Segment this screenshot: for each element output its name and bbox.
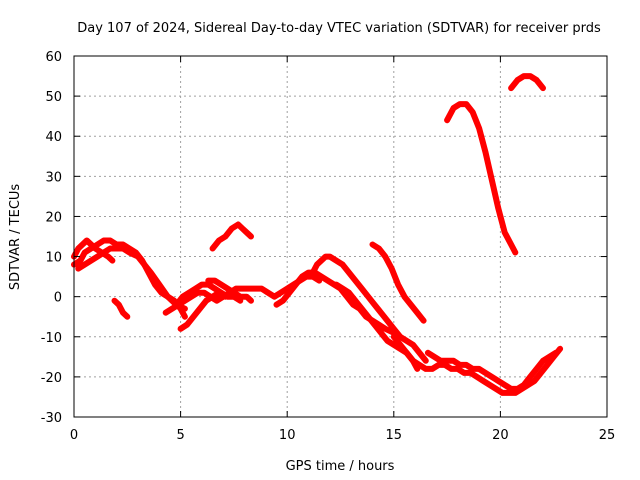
series-arc-3 xyxy=(75,245,188,312)
y-tick-label: 10 xyxy=(45,251,62,266)
y-tick-label: -30 xyxy=(41,411,62,426)
series-arc-11 xyxy=(309,253,429,364)
x-tick-label: 15 xyxy=(386,428,403,443)
x-tick-label: 10 xyxy=(279,428,296,443)
series-arc-14 xyxy=(390,333,564,396)
series-arc-16 xyxy=(444,101,519,256)
series-arc-8 xyxy=(205,277,254,304)
series-arc-9 xyxy=(209,221,254,252)
x-tick-label: 0 xyxy=(70,428,78,443)
series-arc-4 xyxy=(111,297,131,320)
x-tick-label: 5 xyxy=(176,428,184,443)
y-tick-label: -20 xyxy=(41,371,62,386)
axis-ticks: 0 5 10 15 20 25 -30 -20 -10 0 10 20 30 40 50 60 xyxy=(41,50,616,443)
y-tick-label: 50 xyxy=(45,90,62,105)
series-arc-13 xyxy=(369,241,427,324)
data-series xyxy=(71,73,564,396)
y-tick-label: 30 xyxy=(45,170,62,185)
y-tick-label: 40 xyxy=(45,130,62,145)
chart-title: Day 107 of 2024, Sidereal Day-to-day VTE… xyxy=(77,21,601,36)
y-tick-label: 60 xyxy=(45,50,62,65)
y-tick-label: -10 xyxy=(41,331,62,346)
grid xyxy=(74,56,607,417)
x-tick-label: 20 xyxy=(492,428,509,443)
y-tick-label: 20 xyxy=(45,210,62,225)
x-tick-label: 25 xyxy=(599,428,616,443)
series-arc-2 xyxy=(71,237,116,264)
series-arc-7 xyxy=(173,281,244,308)
y-axis-label: SDTVAR / TECUs xyxy=(8,184,23,291)
plot-frame xyxy=(73,55,608,418)
series-arc-17 xyxy=(508,73,546,92)
series-arc-15 xyxy=(424,349,559,392)
x-axis-label: GPS time / hours xyxy=(286,459,395,474)
y-tick-label: 0 xyxy=(54,291,62,306)
